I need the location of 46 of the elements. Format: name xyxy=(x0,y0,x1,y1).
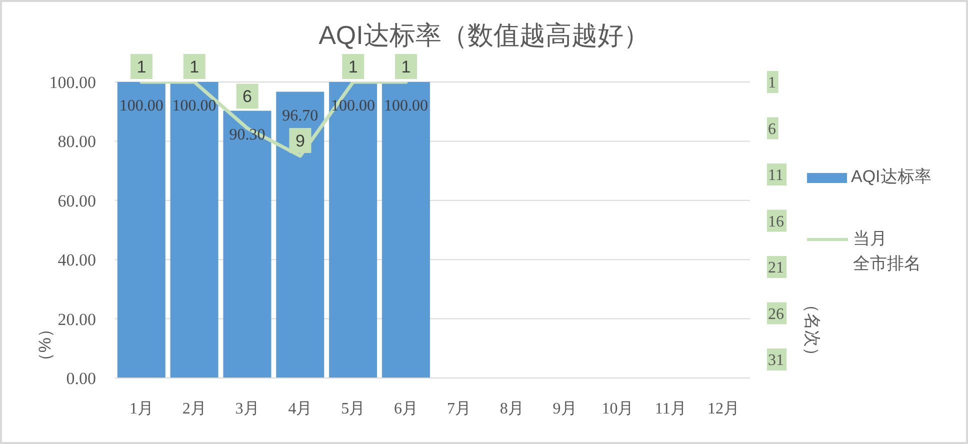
y2-tick-label: 26 xyxy=(768,306,784,323)
y2-tick-label: 1 xyxy=(768,74,776,92)
data-label: 100.00 xyxy=(172,98,216,115)
x-tick-label: 9月 xyxy=(552,400,577,418)
y2-tick-label: 11 xyxy=(768,167,784,184)
x-tick-label: 12月 xyxy=(708,400,740,418)
y2-tick-label: 31 xyxy=(768,352,784,370)
bar xyxy=(276,92,324,378)
bar xyxy=(117,82,166,378)
y-tick-label: 40.00 xyxy=(58,250,96,270)
y2-tick-label: 16 xyxy=(768,213,784,230)
x-tick-label: 3月 xyxy=(235,400,260,418)
x-tick-label: 2月 xyxy=(182,400,206,418)
chart-title: AQI达标率（数值越高越好） xyxy=(318,19,650,52)
x-tick-label: 10月 xyxy=(602,400,634,418)
y-tick-label: 20.00 xyxy=(58,310,96,329)
data-label: 100.00 xyxy=(119,98,164,115)
data-label: 6 xyxy=(242,87,252,106)
y2-tick-label: 21 xyxy=(768,260,784,277)
y-axis-title: （%） xyxy=(34,320,56,370)
y-tick-label: 100.00 xyxy=(49,73,96,92)
data-label: 9 xyxy=(295,131,305,150)
x-tick-label: 8月 xyxy=(500,400,524,418)
x-tick-label: 4月 xyxy=(288,400,312,418)
data-label: 100.00 xyxy=(384,98,428,115)
x-tick-label: 1月 xyxy=(129,400,154,418)
legend-label: AQI达标率 xyxy=(851,167,932,186)
y2-axis-title: （名次） xyxy=(802,296,822,364)
data-label: 1 xyxy=(136,57,146,76)
x-tick-label: 6月 xyxy=(394,400,418,418)
x-tick-label: 11月 xyxy=(654,400,686,418)
data-label: 96.70 xyxy=(282,107,318,124)
bar xyxy=(223,110,272,378)
y-tick-label: 80.00 xyxy=(58,132,96,152)
y2-tick-label: 6 xyxy=(768,120,776,138)
bar xyxy=(170,82,218,378)
legend-label: 当月全市排名 xyxy=(853,229,921,273)
x-tick-label: 7月 xyxy=(446,400,471,418)
x-tick-label: 5月 xyxy=(341,400,366,418)
bar xyxy=(382,82,430,378)
y-tick-label: 0.00 xyxy=(66,369,96,388)
data-label: 1 xyxy=(190,57,200,76)
data-label: 1 xyxy=(348,57,358,76)
bar xyxy=(329,82,378,378)
y-tick-label: 60.00 xyxy=(58,191,96,210)
data-label: 1 xyxy=(401,57,411,76)
